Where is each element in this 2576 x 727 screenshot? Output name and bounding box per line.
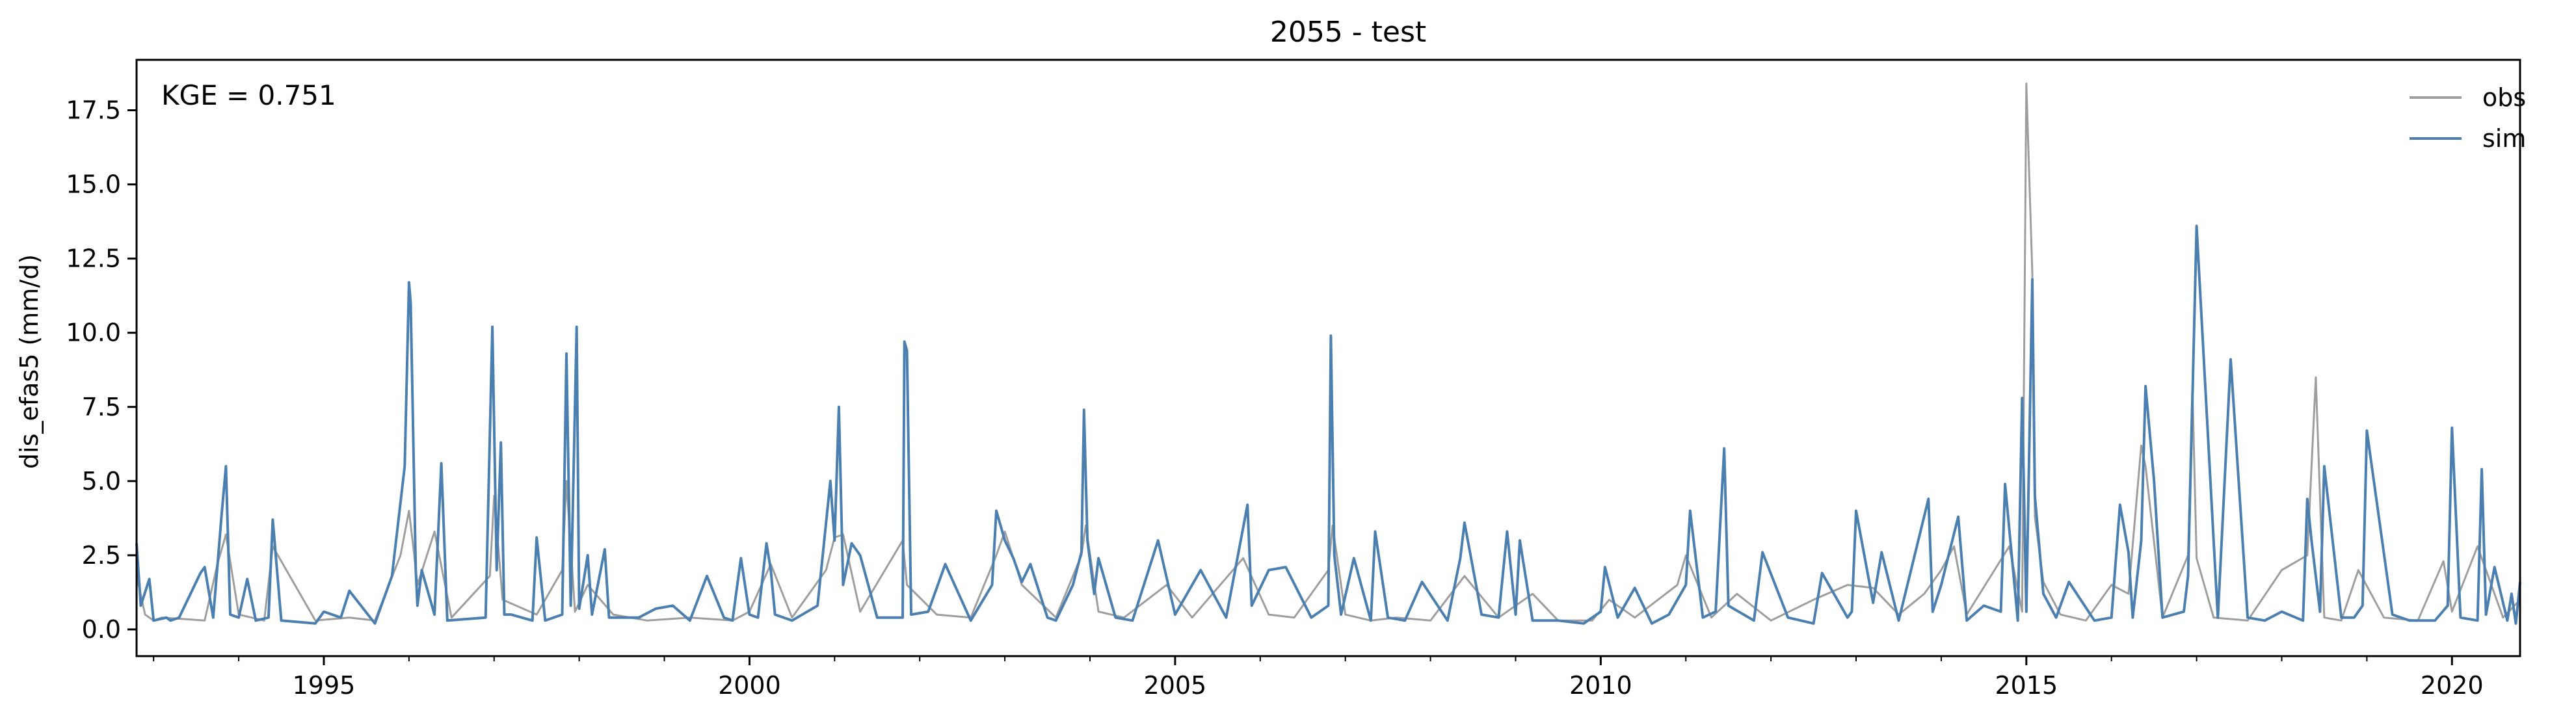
y-tick-label: 2.5 [82, 541, 121, 570]
x-tick-label: 1995 [293, 671, 356, 700]
y-tick-label: 10.0 [66, 319, 121, 347]
y-axis-label: dis_efas5 (mm/d) [15, 254, 44, 469]
series-layer [135, 83, 2521, 625]
x-tick-label: 2015 [1995, 671, 2058, 700]
y-tick-label: 7.5 [82, 393, 121, 421]
x-tick-label: 2000 [718, 671, 781, 700]
y-axis-ticks: 0.0 2.5 5.0 7.5 10.0 12.5 15.0 17.5 [66, 96, 137, 644]
series-line-sim [135, 224, 2521, 625]
plot-area-frame [135, 59, 2521, 657]
y-tick-label: 5.0 [82, 467, 121, 496]
y-tick-label: 0.0 [82, 615, 121, 644]
legend: obs sim [2410, 83, 2526, 153]
x-tick-label: 2005 [1144, 671, 1207, 700]
x-tick-label: 2010 [1569, 671, 1632, 700]
kge-annotation: KGE = 0.751 [161, 79, 336, 111]
x-axis-ticks: 1995 2000 2005 2010 2015 2020 [153, 656, 2484, 700]
legend-label-obs: obs [2482, 83, 2526, 112]
y-tick-label: 15.0 [66, 170, 121, 199]
series-line-obs [135, 83, 2521, 622]
legend-label-sim: sim [2482, 124, 2526, 153]
chart-title: 2055 - test [1270, 16, 1426, 49]
y-tick-label: 17.5 [66, 96, 121, 125]
x-tick-label: 2020 [2421, 671, 2484, 700]
y-tick-label: 12.5 [66, 245, 121, 273]
